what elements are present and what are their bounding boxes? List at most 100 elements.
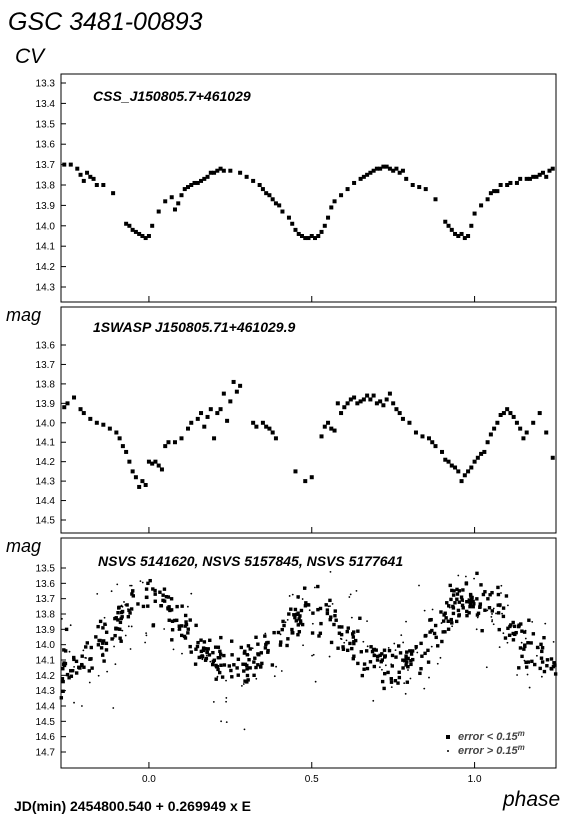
data-point-faint (473, 577, 475, 580)
data-point-faint (190, 592, 193, 595)
data-point (391, 168, 396, 173)
data-point (414, 644, 418, 649)
data-point (243, 662, 247, 667)
data-point (465, 613, 469, 618)
data-point-faint (538, 647, 540, 650)
data-point (297, 617, 301, 621)
data-point (372, 664, 377, 669)
data-point (479, 583, 483, 587)
data-point-faint (416, 651, 419, 654)
data-point-faint (206, 658, 209, 660)
data-point-faint (490, 615, 493, 618)
data-point (230, 675, 234, 679)
data-point-faint (475, 628, 478, 631)
data-point (206, 647, 210, 651)
data-point (319, 229, 324, 234)
data-point-faint (394, 649, 397, 652)
data-point (280, 627, 284, 632)
data-point (409, 659, 413, 663)
data-point (68, 162, 73, 167)
data-point-faint (297, 597, 300, 599)
data-point (531, 632, 536, 636)
data-point (104, 648, 109, 652)
data-point-faint (499, 605, 501, 608)
data-point-faint (216, 675, 219, 678)
data-point (527, 176, 532, 181)
data-point-faint (181, 652, 183, 655)
data-point-faint (486, 609, 489, 612)
data-point (455, 592, 460, 596)
data-point (451, 604, 455, 609)
data-point (430, 440, 435, 445)
data-point (522, 647, 526, 651)
data-point (118, 636, 122, 640)
data-point (197, 655, 201, 660)
data-point (253, 656, 257, 660)
data-point (94, 183, 99, 187)
data-point (497, 627, 501, 632)
data-point (368, 397, 373, 402)
data-point (266, 648, 270, 653)
data-point-faint (340, 638, 343, 641)
data-point (387, 166, 392, 171)
data-point (511, 414, 516, 419)
data-point (242, 651, 247, 655)
data-point (526, 660, 531, 664)
data-point-faint (96, 592, 99, 595)
data-point-faint (544, 622, 547, 625)
data-point (88, 174, 93, 179)
data-point (318, 606, 323, 611)
y-tick-label: 14.1 (36, 656, 56, 667)
data-point (371, 168, 376, 173)
x-tick-label: 0.0 (142, 774, 156, 785)
data-point-faint (492, 623, 495, 626)
data-point (293, 607, 298, 612)
data-point (313, 236, 318, 241)
data-point-faint (247, 654, 250, 656)
data-point (413, 430, 418, 435)
data-point (514, 630, 518, 635)
footer-ephemeris: JD(min) 2454800.540 + 0.269949 x E (14, 798, 251, 814)
data-point (245, 673, 250, 678)
data-point (446, 627, 451, 631)
data-point (319, 434, 324, 439)
data-point-faint (121, 605, 124, 608)
data-point (179, 193, 184, 198)
data-point (398, 651, 403, 655)
data-point (234, 389, 239, 394)
data-point (461, 606, 465, 610)
data-point-faint (405, 620, 407, 623)
data-point (260, 661, 264, 666)
data-point-faint (350, 616, 353, 619)
data-point (483, 608, 487, 612)
data-point (162, 587, 167, 591)
data-point (448, 583, 452, 588)
data-point (405, 650, 409, 654)
data-point (511, 631, 515, 636)
data-point (256, 652, 260, 656)
data-point-faint (130, 584, 133, 587)
data-point (196, 640, 200, 645)
data-point (505, 407, 510, 412)
data-point (549, 657, 554, 661)
data-point (127, 223, 132, 228)
y-tick-label: 13.3 (36, 79, 56, 90)
data-point (216, 667, 220, 672)
data-point-faint (314, 680, 317, 683)
data-point (488, 432, 493, 437)
data-point (153, 588, 157, 593)
data-point (522, 630, 527, 634)
data-point (485, 197, 490, 202)
data-point (423, 651, 427, 656)
data-point (404, 176, 409, 181)
data-point-faint (240, 684, 243, 687)
data-point-faint (114, 663, 117, 666)
y-tick-label: 13.6 (36, 341, 56, 352)
data-point-faint (225, 679, 227, 682)
data-point (211, 650, 215, 655)
data-point (69, 669, 73, 673)
xlabel: phase (502, 788, 560, 811)
data-point (453, 231, 458, 236)
data-point-faint (275, 665, 278, 668)
data-point (503, 636, 508, 640)
